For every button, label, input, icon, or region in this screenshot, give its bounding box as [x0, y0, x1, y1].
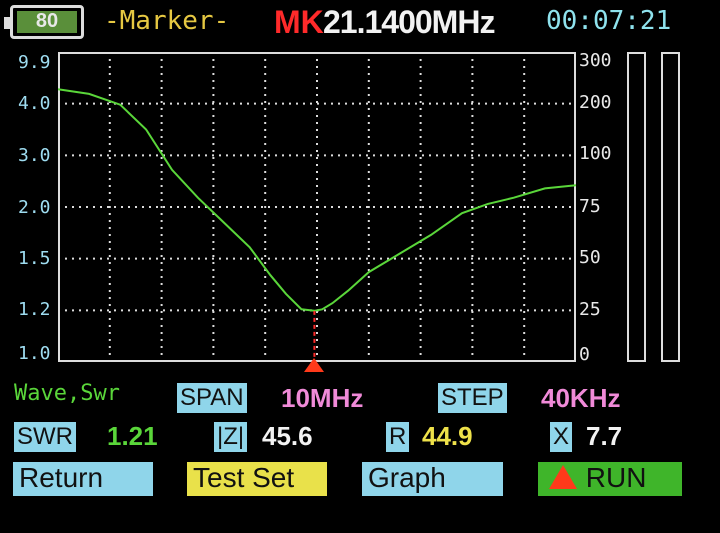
- span-value: 10MHz: [281, 383, 364, 413]
- battery-level: 80: [35, 10, 59, 32]
- left-tick-2: 3.0: [18, 145, 51, 166]
- swr-label: SWR: [14, 422, 76, 452]
- battery-fill: [17, 11, 77, 33]
- left-tick-6: 1.0: [18, 343, 51, 364]
- trace-label: Wave,Swr: [14, 381, 120, 406]
- graph-button[interactable]: Graph: [362, 462, 503, 496]
- swr-value: 1.21: [107, 421, 158, 451]
- plot-grid: [58, 52, 576, 362]
- left-tick-1: 4.0: [18, 93, 51, 114]
- resistance-value: 44.9: [422, 421, 473, 451]
- right-tick-5: 25: [579, 299, 601, 320]
- reactance-label: X: [550, 422, 573, 452]
- battery-icon: 80: [4, 5, 84, 39]
- marker-prefix: MK: [274, 4, 324, 40]
- impedance-label: |Z|: [214, 422, 248, 452]
- right-tick-0: 300: [579, 50, 612, 71]
- left-tick-0: 9.9: [18, 52, 51, 73]
- resistance-label: R: [386, 422, 410, 452]
- swr-plot: [58, 52, 576, 362]
- battery-terminal: [4, 17, 10, 29]
- left-tick-4: 1.5: [18, 248, 51, 269]
- level-bar-left: [627, 52, 646, 362]
- run-triangle-icon: [549, 465, 577, 489]
- return-button[interactable]: Return: [13, 462, 153, 496]
- right-tick-6: 0: [579, 344, 590, 365]
- impedance-value: 45.6: [262, 421, 313, 451]
- swr-trace: [58, 88, 576, 312]
- reactance-value: 7.7: [586, 421, 623, 451]
- test-set-button[interactable]: Test Set: [187, 462, 327, 496]
- mode-label: -Marker-: [104, 6, 230, 36]
- run-button[interactable]: RUN: [538, 462, 682, 496]
- step-value: 40KHz: [541, 383, 621, 413]
- span-label: SPAN: [177, 383, 247, 413]
- level-bar-right: [661, 52, 680, 362]
- run-button-label: RUN: [585, 462, 647, 493]
- right-tick-3: 75: [579, 196, 601, 217]
- left-tick-5: 1.2: [18, 299, 51, 320]
- right-tick-4: 50: [579, 247, 601, 268]
- marker-triangle-icon: [304, 358, 324, 372]
- marker-frequency: 21.1400MHz: [323, 4, 495, 40]
- clock: 00:07:21: [546, 6, 672, 36]
- right-tick-2: 100: [579, 143, 612, 164]
- right-tick-1: 200: [579, 92, 612, 113]
- left-tick-3: 2.0: [18, 197, 51, 218]
- step-label: STEP: [438, 383, 507, 413]
